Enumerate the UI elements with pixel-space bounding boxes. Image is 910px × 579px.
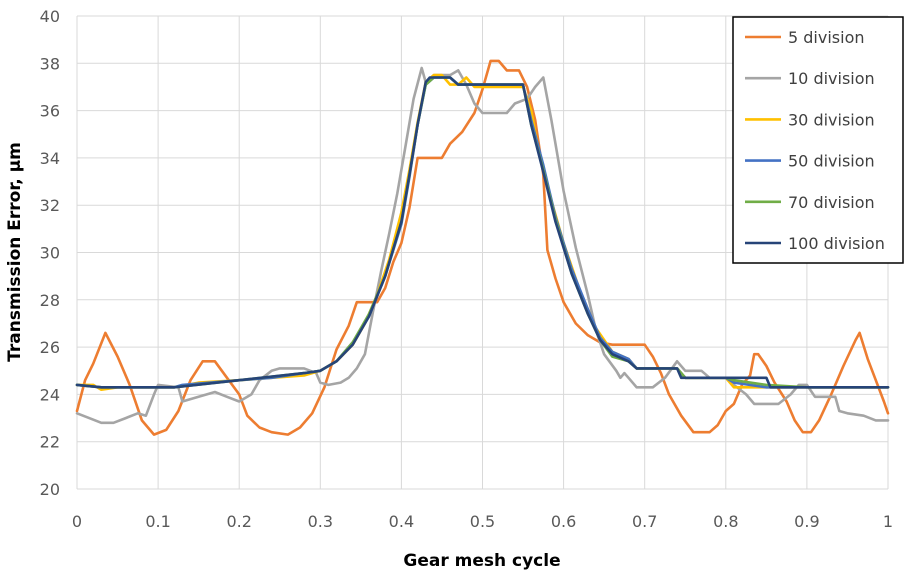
legend-box [732,16,904,264]
y-tick-label: 38 [40,54,60,73]
x-tick-label: 0.3 [308,512,333,531]
legend-label-3: 50 division [788,152,875,171]
x-tick-label: 1 [883,512,893,531]
y-tick-label: 20 [40,480,60,499]
x-tick-label: 0.9 [794,512,819,531]
x-tick-label: 0.6 [551,512,576,531]
x-tick-label: 0.7 [632,512,657,531]
series-lines [75,59,890,436]
x-tick-labels: 0 0.1 0.2 0.3 0.4 0.5 0.6 0.7 0.8 0.9 1 [72,512,893,531]
y-axis-label: Transmission Error, μm [5,142,25,362]
y-tick-label: 26 [40,338,60,357]
series-line-5 [75,76,890,389]
y-tick-label: 28 [40,291,60,310]
x-axis-label: Gear mesh cycle [403,551,560,571]
x-tick-label: 0 [72,512,82,531]
y-tick-labels: 20 22 24 26 28 30 32 34 36 38 40 [40,7,60,499]
x-tick-label: 0.1 [145,512,170,531]
series-line-1 [75,66,890,425]
legend-label-4: 70 division [788,193,875,212]
x-tick-label: 0.8 [713,512,738,531]
x-tick-label: 0.2 [226,512,251,531]
y-tick-label: 34 [40,149,60,168]
legend: 5 division 10 division 30 division 50 divis… [732,16,904,264]
y-tick-label: 36 [40,102,60,121]
x-tick-label: 0.4 [389,512,414,531]
y-tick-label: 24 [40,385,60,404]
y-tick-label: 40 [40,7,60,26]
legend-label-1: 10 division [788,69,875,88]
series-line-0 [75,59,890,436]
x-tick-label: 0.5 [470,512,495,531]
legend-label-5: 100 division [788,234,885,253]
y-tick-label: 32 [40,196,60,215]
legend-label-0: 5 division [788,28,865,47]
legend-label-2: 30 division [788,110,875,129]
y-tick-label: 30 [40,244,60,263]
y-tick-label: 22 [40,433,60,452]
